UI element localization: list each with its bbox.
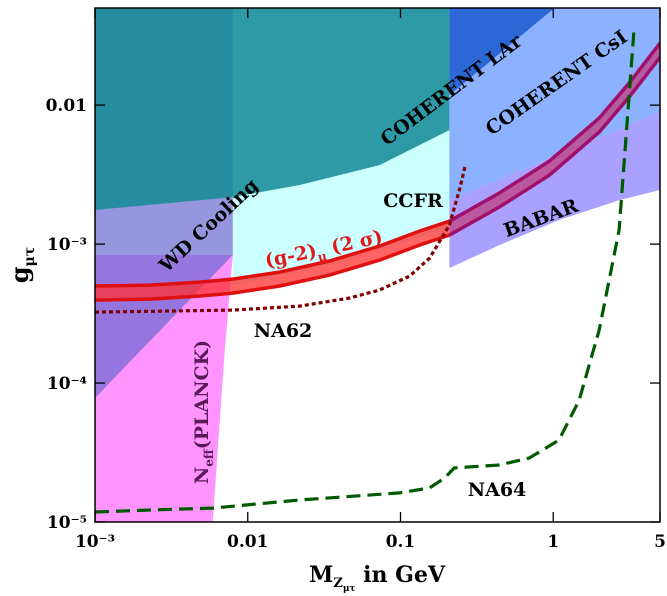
plot-area xyxy=(95,8,660,522)
x-tick-label: 0.1 xyxy=(386,532,416,552)
x-axis-label-part: in GeV xyxy=(355,562,445,588)
y-tick-label: 10⁻⁴ xyxy=(47,374,87,394)
exclusion-region xyxy=(95,8,450,210)
band-edge xyxy=(448,42,660,223)
y-tick-label: 0.01 xyxy=(46,96,87,116)
annotation-part: (PLANCK) xyxy=(191,340,213,449)
x-tick-label: 5 xyxy=(654,532,666,552)
band-edge xyxy=(95,233,450,302)
limit-curve xyxy=(95,164,467,314)
y-axis-label: gμτ xyxy=(5,247,38,283)
y-tick-label: 10⁻⁵ xyxy=(47,513,87,533)
limit-curve xyxy=(95,29,636,514)
x-tick-label: 1 xyxy=(547,532,559,552)
annotation-part: N xyxy=(191,467,213,484)
annotation-part: μ xyxy=(316,249,328,265)
x-axis-label: MZμτ in GeV xyxy=(309,562,446,594)
annotation-part: eff xyxy=(202,448,216,467)
x-tick-label: 0.01 xyxy=(227,532,268,552)
x-axis-label-part: M xyxy=(309,562,333,588)
y-axis-label-part: g xyxy=(5,266,34,283)
annotation: NA62 xyxy=(254,320,313,342)
x-axis-label-part: Z xyxy=(333,576,343,591)
x-axis-label-part: μτ xyxy=(343,584,356,594)
y-axis-label-part: μτ xyxy=(22,247,38,267)
exclusion-region xyxy=(449,8,660,201)
band xyxy=(95,221,450,301)
x-tick-label: 10⁻³ xyxy=(75,532,115,552)
exclusion-region xyxy=(449,8,555,96)
band xyxy=(449,43,660,236)
band-edge xyxy=(448,56,660,237)
annotation: NA64 xyxy=(468,479,527,501)
annotation: CCFR xyxy=(383,190,443,212)
y-tick-label: 10⁻³ xyxy=(47,235,87,255)
exclusion-region xyxy=(449,112,660,269)
annotation: Neff(PLANCK) xyxy=(191,340,216,484)
plot-frame xyxy=(94,7,661,523)
band-edge xyxy=(95,219,450,288)
